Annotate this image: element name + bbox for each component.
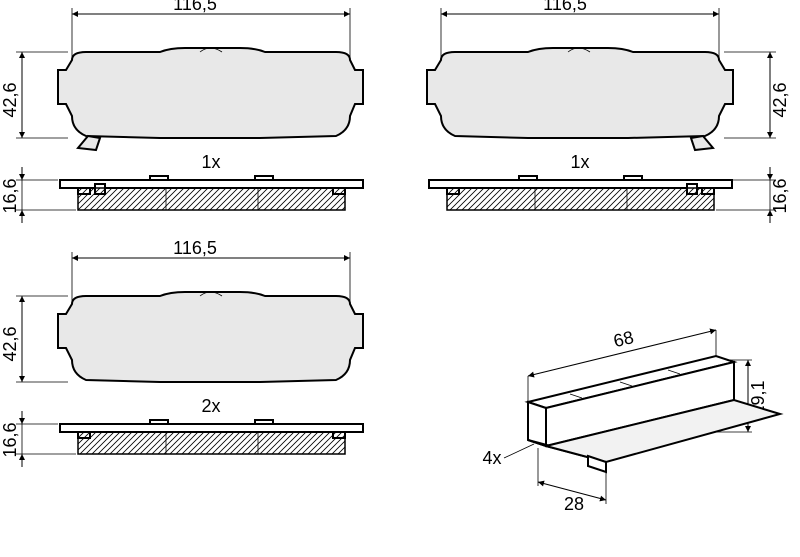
pad-bottom-left: 116,5 42,6 2x (0, 238, 363, 416)
qty-label: 1x (201, 152, 220, 172)
dim-clip-width: 28 (564, 494, 584, 514)
qty-label: 4x (482, 448, 501, 468)
clip-iso: 68 29,1 28 4x (482, 327, 780, 514)
pad-side-bottom-left: 16,6 (0, 411, 363, 467)
pad-side-left: 16,6 (0, 167, 363, 223)
dim-thickness: 16,6 (0, 178, 20, 213)
pad-side-right: 16,6 (429, 167, 790, 223)
technical-drawing: 116,5 42,6 1x 116,5 42,6 1x 16,6 (0, 0, 800, 557)
dim-thickness: 16,6 (0, 422, 20, 457)
qty-label: 1x (570, 152, 589, 172)
dim-width: 116,5 (173, 238, 217, 258)
dim-width: 116,5 (543, 0, 587, 14)
dim-length: 68 (611, 327, 635, 351)
dim-height: 42,6 (770, 82, 790, 117)
dim-height: 42,6 (0, 326, 20, 361)
dim-thickness: 16,6 (770, 178, 790, 213)
dim-height: 42,6 (0, 82, 20, 117)
pad-top-left: 116,5 42,6 1x (0, 0, 363, 172)
pad-top-right: 116,5 42,6 1x (427, 0, 790, 172)
qty-label: 2x (201, 396, 220, 416)
dim-width: 116,5 (173, 0, 217, 14)
